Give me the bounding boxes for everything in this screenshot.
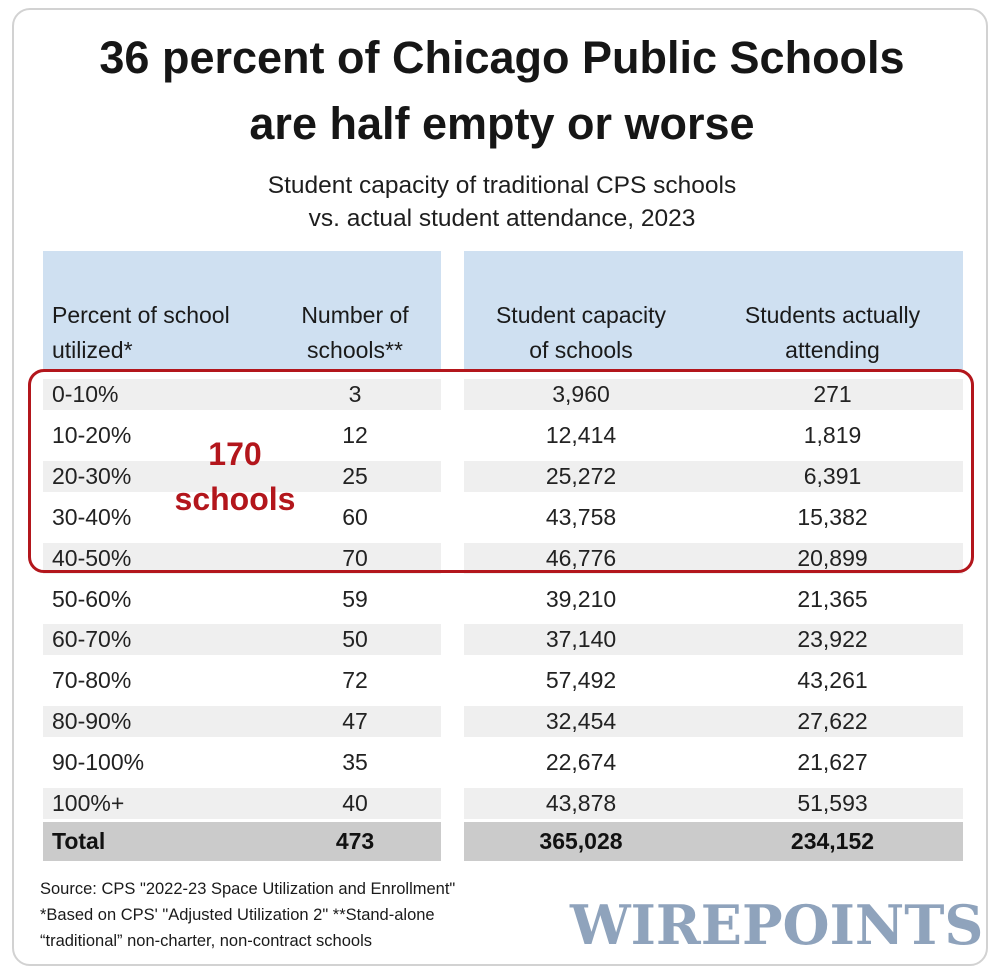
cell-number-of-schools: 12: [342, 421, 368, 448]
cell-utilized: 10-20%: [52, 421, 132, 448]
total-number-of-schools: 473: [335, 828, 375, 854]
row-band-right: [464, 706, 963, 738]
cell-utilized: 30-40%: [52, 503, 132, 530]
cell-utilized: 0-10%: [52, 381, 119, 407]
cell-students-attending: 27,622: [797, 708, 868, 735]
cell-number-of-schools: 25: [342, 462, 368, 489]
cell-student-capacity: 32,454: [545, 708, 617, 735]
footnotes: Source: CPS "2022-23 Space Utilization a…: [40, 876, 455, 954]
chart-subtitle-line-1: Student capacity of traditional CPS scho…: [267, 172, 737, 199]
footnote-1: *Based on CPS' "Adjusted Utilization 2" …: [40, 906, 435, 924]
total-student-capacity: 365,028: [539, 828, 623, 854]
cell-students-attending: 23,922: [797, 626, 868, 653]
chart-title-line-1: 36 percent of Chicago Public Schools: [99, 32, 905, 83]
row-band-right: [464, 460, 963, 492]
row-band-right: [464, 788, 963, 819]
cell-number-of-schools: 47: [342, 708, 368, 735]
cell-students-attending: 15,382: [797, 503, 868, 530]
cell-student-capacity: 3,960: [552, 381, 610, 407]
highlight-box: [28, 369, 974, 573]
cell-student-capacity: 39,210: [545, 585, 617, 612]
row-band-right: [464, 624, 963, 656]
row-band-left: [43, 706, 441, 738]
cell-students-attending: 271: [813, 381, 852, 407]
footnote-2: “traditional” non-charter, non-contract …: [40, 932, 372, 950]
row-band-left: [43, 788, 441, 819]
row-band-left: [43, 542, 441, 574]
cell-utilized: 90-100%: [52, 749, 145, 776]
total-students-attending: 234,152: [790, 828, 875, 854]
cell-students-attending: 20,899: [797, 544, 868, 571]
source-note: Source: CPS "2022-23 Space Utilization a…: [40, 880, 456, 898]
header-students-attending: Students actually attending: [744, 302, 921, 363]
header-bg-left: [43, 251, 441, 369]
header-bg-right: [464, 251, 963, 369]
cell-utilized: 80-90%: [52, 708, 132, 735]
wirepoints-logo: WIREPOINTS: [570, 893, 984, 957]
cell-utilized: 100%+: [52, 790, 125, 816]
cell-student-capacity: 25,272: [545, 462, 617, 489]
cell-utilized: 60-70%: [52, 626, 132, 653]
cell-student-capacity: 22,674: [545, 749, 617, 776]
cell-student-capacity: 12,414: [545, 421, 617, 448]
cell-student-capacity: 57,492: [545, 667, 617, 694]
cell-students-attending: 21,365: [797, 585, 868, 612]
cell-student-capacity: 37,140: [545, 626, 617, 653]
cell-number-of-schools: 70: [342, 544, 368, 571]
chart-subtitle-line-2: vs. actual student attendance, 2023: [308, 205, 696, 232]
callout-count: 170: [208, 436, 262, 472]
cell-number-of-schools: 40: [342, 790, 368, 816]
cell-students-attending: 21,627: [797, 749, 868, 776]
cell-number-of-schools: 59: [342, 585, 368, 612]
chart-title-line-2: are half empty or worse: [249, 98, 755, 149]
cell-students-attending: 1,819: [803, 421, 862, 448]
cell-number-of-schools: 60: [342, 503, 368, 530]
row-band-right: [464, 542, 963, 574]
cell-utilized: 50-60%: [52, 585, 132, 612]
cell-students-attending: 43,261: [797, 667, 868, 694]
header-number-of-schools: Number of schools**: [301, 302, 409, 363]
cell-students-attending: 6,391: [803, 462, 862, 489]
total-bg-right: [464, 822, 963, 861]
cell-number-of-schools: 3: [348, 381, 362, 407]
cell-student-capacity: 43,878: [545, 790, 617, 816]
cell-number-of-schools: 35: [342, 749, 368, 776]
cell-utilized: 40-50%: [52, 544, 132, 571]
row-band-left: [43, 379, 441, 410]
cell-number-of-schools: 72: [342, 667, 368, 694]
row-band-left: [43, 460, 441, 492]
cell-student-capacity: 46,776: [545, 544, 617, 571]
total-label: Total: [52, 828, 106, 854]
header-utilized: Percent of school utilized*: [52, 302, 230, 363]
header-student-capacity: Student capacity of schools: [495, 302, 667, 363]
cell-utilized: 20-30%: [52, 462, 132, 489]
cell-number-of-schools: 50: [342, 626, 368, 653]
row-band-right: [464, 379, 963, 410]
callout-label: schools: [174, 481, 296, 517]
row-band-left: [43, 624, 441, 656]
cell-student-capacity: 43,758: [545, 503, 617, 530]
cell-utilized: 70-80%: [52, 667, 132, 694]
total-bg-left: [43, 822, 441, 861]
cell-students-attending: 51,593: [797, 790, 868, 816]
